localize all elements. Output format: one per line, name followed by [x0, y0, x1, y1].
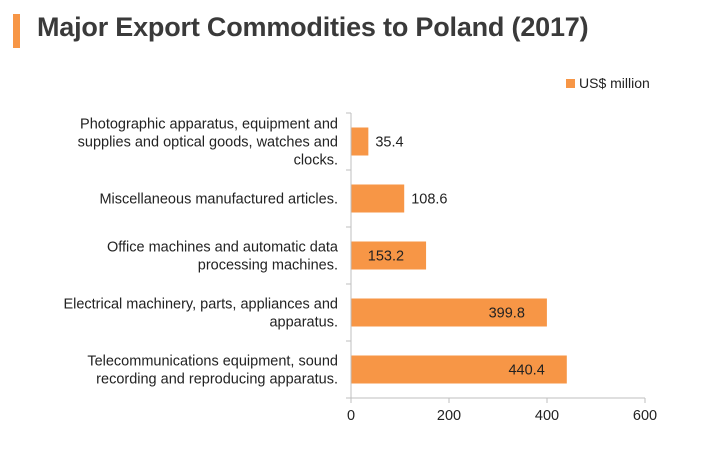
category-label-3: Electrical machinery, parts, appliances … — [63, 297, 338, 331]
bar-4 — [351, 355, 567, 384]
category-label-line: supplies and optical goods, watches and — [78, 135, 338, 151]
category-label-line: Telecommunications equipment, sound — [87, 354, 338, 370]
bar-2 — [351, 241, 427, 270]
category-label-line: clocks. — [294, 153, 338, 169]
bar-0 — [351, 127, 369, 156]
x-tick-label-3: 600 — [633, 408, 657, 424]
legend: US$ million — [566, 74, 650, 92]
value-label-1: 108.6 — [411, 192, 447, 208]
category-label-1: Miscellaneous manufactured articles. — [99, 192, 338, 208]
value-label-4: 440.4 — [508, 363, 544, 379]
category-label-line: Photographic apparatus, equipment and — [80, 117, 338, 133]
title-accent-bar — [13, 14, 20, 48]
category-label-line: Electrical machinery, parts, appliances … — [63, 297, 338, 313]
legend-label: US$ million — [579, 75, 650, 91]
x-tick-label-1: 200 — [437, 408, 461, 424]
x-tick-label-2: 400 — [535, 408, 559, 424]
category-label-line: Miscellaneous manufactured articles. — [99, 192, 338, 208]
value-label-0: 35.4 — [375, 135, 403, 151]
category-label-line: Office machines and automatic data — [107, 240, 339, 256]
bar-1 — [351, 184, 405, 213]
category-label-4: Telecommunications equipment, sound recor… — [87, 354, 338, 388]
category-label-line: processing machines. — [198, 258, 338, 274]
value-label-2: 153.2 — [368, 249, 404, 265]
category-label-line: recording and reproducing apparatus. — [96, 372, 338, 388]
category-label-line: apparatus. — [269, 315, 338, 331]
legend-swatch — [566, 78, 575, 88]
value-label-3: 399.8 — [489, 306, 525, 322]
chart-title: Major Export Commodities to Poland (2017… — [37, 12, 589, 42]
category-label-2: Office machines and automatic data proces… — [107, 240, 339, 274]
x-tick-label-0: 0 — [347, 408, 355, 424]
bar-3 — [351, 298, 547, 327]
category-label-0: Photographic apparatus, equipment and sup… — [78, 117, 338, 169]
